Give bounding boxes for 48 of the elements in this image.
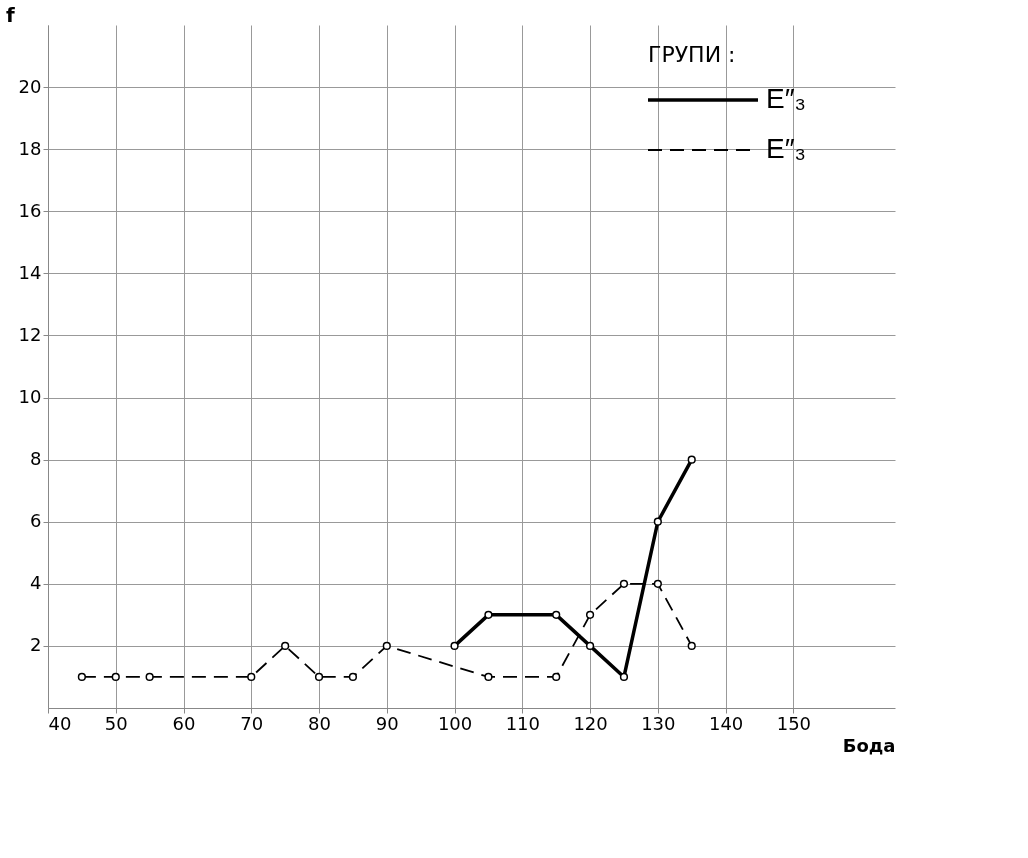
- x-tick-label: 40: [48, 712, 72, 734]
- point: [314, 672, 324, 682]
- point: [619, 579, 629, 588]
- y-tick-label: 10: [18, 386, 42, 408]
- point: [111, 672, 120, 682]
- x-tick-label: 130: [641, 712, 676, 734]
- y-tick-label: 18: [18, 137, 42, 159]
- point: [281, 641, 290, 651]
- legend-label: E″₃: [766, 133, 806, 164]
- x-tick-label: 120: [573, 712, 608, 734]
- y-axis-title: f: [5, 2, 15, 27]
- point: [450, 641, 459, 651]
- x-tick-label: 110: [505, 712, 540, 734]
- point: [145, 672, 154, 682]
- point: [653, 579, 662, 588]
- point: [687, 455, 696, 464]
- point: [484, 610, 493, 619]
- y-tick-label: 4: [30, 572, 42, 594]
- point: [484, 672, 493, 682]
- y-tick-label: 12: [18, 323, 42, 345]
- point: [382, 641, 391, 651]
- x-tick-label: 150: [776, 712, 812, 734]
- x-tick-label: 50: [104, 712, 128, 734]
- y-tick-label: 16: [18, 199, 42, 221]
- x-tick-label: 60: [172, 712, 196, 734]
- point: [348, 672, 358, 682]
- x-tick-label: 80: [308, 712, 331, 734]
- y-tick-label: 14: [18, 261, 42, 283]
- legend-title: ГРУПИ :: [648, 42, 736, 67]
- point: [552, 610, 561, 619]
- y-tick-label: 6: [30, 510, 42, 532]
- y-tick-label: 2: [30, 634, 42, 656]
- x-tick-label: 70: [240, 712, 264, 734]
- y-tick-label: 20: [18, 75, 42, 97]
- x-axis-title: Бода: [842, 734, 896, 756]
- point: [247, 672, 256, 682]
- x-tick-label: 100: [437, 712, 473, 734]
- x-tick-label: 90: [375, 712, 399, 734]
- point: [653, 517, 662, 526]
- legend-label: E″₃: [766, 83, 806, 114]
- point: [77, 672, 86, 682]
- x-tick-label: 140: [708, 712, 744, 734]
- point: [619, 672, 629, 682]
- point: [552, 672, 561, 682]
- point: [585, 641, 595, 651]
- point: [687, 641, 696, 651]
- y-tick-label: 8: [30, 448, 42, 470]
- point: [585, 610, 595, 619]
